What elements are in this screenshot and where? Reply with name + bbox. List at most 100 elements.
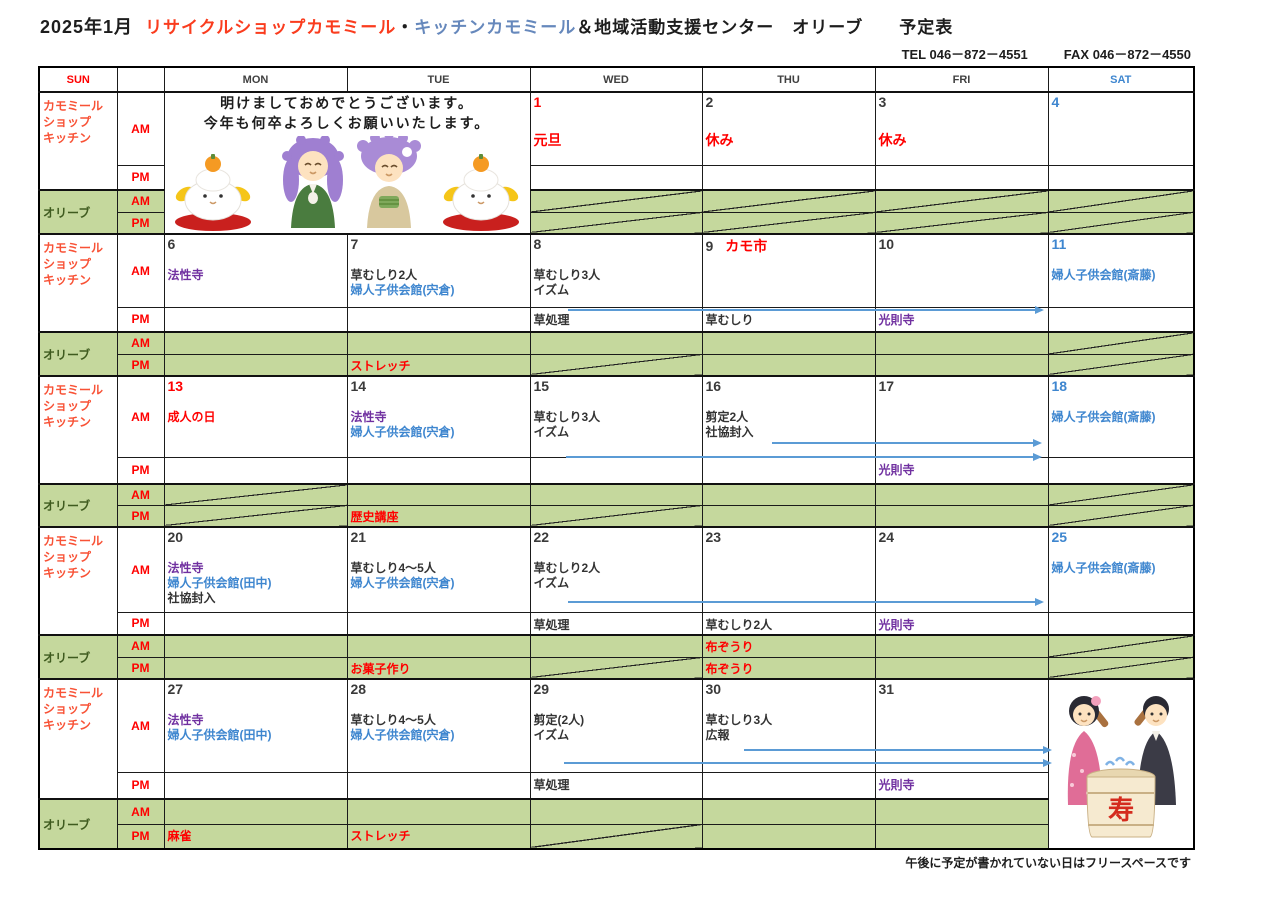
pm-entry: 草むしり: [705, 312, 754, 327]
pm-entry: 光則寺: [878, 462, 915, 477]
facility-label-olive: オリーブ: [38, 483, 118, 528]
fax-number: FAX 046－872－4550: [1063, 47, 1191, 62]
day-number: 2: [705, 94, 714, 110]
am-entry: 草むしり4～5人: [350, 713, 436, 727]
col-header-ampm: [116, 66, 165, 93]
row-label-am: AM: [116, 189, 165, 213]
am-entry: 草むしり3人: [533, 410, 601, 424]
row-label-pm: PM: [116, 771, 165, 800]
olive-pm-cell-thu: [701, 353, 876, 377]
am-entry: 草むしり3人: [533, 268, 601, 282]
new-year-greeting: 明けましておめでとうございます。 今年も何卒よろしくお願いいたします。: [165, 95, 530, 232]
cell-mon6-pm: [163, 306, 348, 333]
am-entry: 草むしり4～5人: [350, 561, 436, 575]
facility-label-olive: オリーブ: [38, 189, 118, 235]
olive-am-cell-fri: [874, 483, 1049, 506]
cell-thu30-pm: [701, 771, 876, 800]
olive-pm-cell-sat: [1047, 211, 1195, 235]
am-entry: 休み: [878, 132, 907, 148]
cell-wed1-am: 1 元旦: [529, 91, 703, 166]
greeting-line2: 今年も何卒よろしくお願いいたします。: [203, 116, 491, 132]
tel-number: TEL 046－872－4551: [901, 47, 1028, 62]
cell-thu9-am: 9 カモ市: [701, 233, 876, 308]
olive-am-cell-mon: [163, 798, 348, 825]
olive-entry: 歴史講座: [350, 509, 399, 524]
am-entry: 婦人子供会館(宍倉): [350, 425, 455, 439]
day-number: 15: [533, 378, 550, 394]
am-entry: 法性寺: [167, 713, 204, 727]
olive-pm-cell-tue: 歴史講座: [346, 504, 531, 528]
cell-fri17-pm: 光則寺: [874, 456, 1049, 485]
row-label-am: AM: [116, 678, 165, 773]
col-header-WED: WED: [529, 66, 703, 93]
am-entry: 草むしり3人: [705, 713, 773, 727]
cell-wed22-pm: 草処理: [529, 611, 703, 636]
cell-fri24-pm: 光則寺: [874, 611, 1049, 636]
cell-fri17-am: 17: [874, 375, 1049, 458]
cell-mon13-pm: [163, 456, 348, 485]
facility-label-camomile: カモミール ショップ キッチン: [38, 678, 118, 800]
day-number: 30: [705, 681, 722, 697]
schedule-table: SUN MON TUE WED THU FRI SAT カモミール ショップ キッチン AM 明…: [38, 66, 1195, 850]
cell-sat11-pm: [1047, 306, 1195, 333]
day-number: 23: [705, 529, 722, 545]
cell-sat18-am: 18 婦人子供会館(斎藤): [1047, 375, 1195, 458]
olive-am-cell-tue: [346, 483, 531, 506]
olive-pm-cell-thu: 布ぞうり: [701, 656, 876, 680]
cell-mon6-am: 6 法性寺: [163, 233, 348, 308]
greeting-cell: 明けましておめでとうございます。 今年も何卒よろしくお願いいたします。: [163, 91, 531, 235]
olive-pm-cell-fri: [874, 504, 1049, 528]
olive-pm-cell-thu: [701, 211, 876, 235]
am-entry: 婦人子供会館(宍倉): [350, 728, 455, 742]
cell-fri31-pm: 光則寺: [874, 771, 1049, 800]
cell-mon20-pm: [163, 611, 348, 636]
col-header-THU: THU: [701, 66, 876, 93]
olive-am-cell-mon: [163, 634, 348, 658]
cell-mon27-pm: [163, 771, 348, 800]
olive-pm-cell-fri: [874, 656, 1049, 680]
day-number: 25: [1051, 529, 1068, 545]
day-number: 10: [878, 236, 895, 252]
day-number: 24: [878, 529, 895, 545]
olive-entry: ストレッチ: [350, 828, 411, 843]
olive-am-cell-sat: [1047, 189, 1195, 213]
snake-man: [282, 136, 344, 229]
cell-sat4-am: 4: [1047, 91, 1195, 166]
olive-am-cell-wed: [529, 189, 703, 213]
title-kitchen-name: キッチンカモミール: [414, 18, 577, 37]
am-entry: イズム: [533, 283, 570, 297]
day-number: 4: [1051, 94, 1060, 110]
am-entry: 婦人子供会館(田中): [167, 576, 272, 590]
cell-tue7-am: 7 草むしり2人 婦人子供会館(宍倉): [346, 233, 531, 308]
olive-pm-cell-wed: [529, 353, 703, 377]
pm-entry: 光則寺: [878, 777, 915, 792]
am-entry: 法性寺: [350, 410, 387, 424]
olive-entry: ストレッチ: [350, 358, 411, 373]
olive-am-cell-fri: [874, 634, 1049, 658]
olive-am-cell-sat: [1047, 483, 1195, 506]
col-header-MON: MON: [163, 66, 348, 93]
olive-entry: 布ぞうり: [705, 640, 754, 654]
cell-wed22-am: 22 草むしり2人 イズム: [529, 526, 703, 613]
facility-label-olive: オリーブ: [38, 798, 118, 850]
day-number: 16: [705, 378, 722, 394]
am-entry: 広報: [705, 728, 730, 742]
facility-label-camomile: カモミール ショップ キッチン: [38, 526, 118, 636]
olive-am-cell-fri: [874, 331, 1049, 355]
day-number: 9: [705, 238, 714, 254]
continuation-arrow: [566, 453, 1042, 461]
day-number: 22: [533, 529, 550, 545]
olive-am-cell-mon: [163, 483, 348, 506]
day-number: 18: [1051, 378, 1068, 394]
cell-wed29-am: 29 剪定(2人) イズム: [529, 678, 703, 773]
am-entry: 婦人子供会館(斎藤): [1051, 410, 1156, 424]
cell-thu2-pm: [701, 164, 876, 191]
am-entry: 成人の日: [167, 410, 216, 424]
am-entry: 元旦: [533, 132, 562, 148]
olive-am-cell-thu: [701, 798, 876, 825]
am-entry: イズム: [533, 425, 570, 439]
pm-entry: 草処理: [533, 312, 570, 327]
am-entry: 婦人子供会館(斎藤): [1051, 268, 1156, 282]
continuation-arrow: [568, 598, 1044, 606]
continuation-arrow: [772, 439, 1042, 447]
